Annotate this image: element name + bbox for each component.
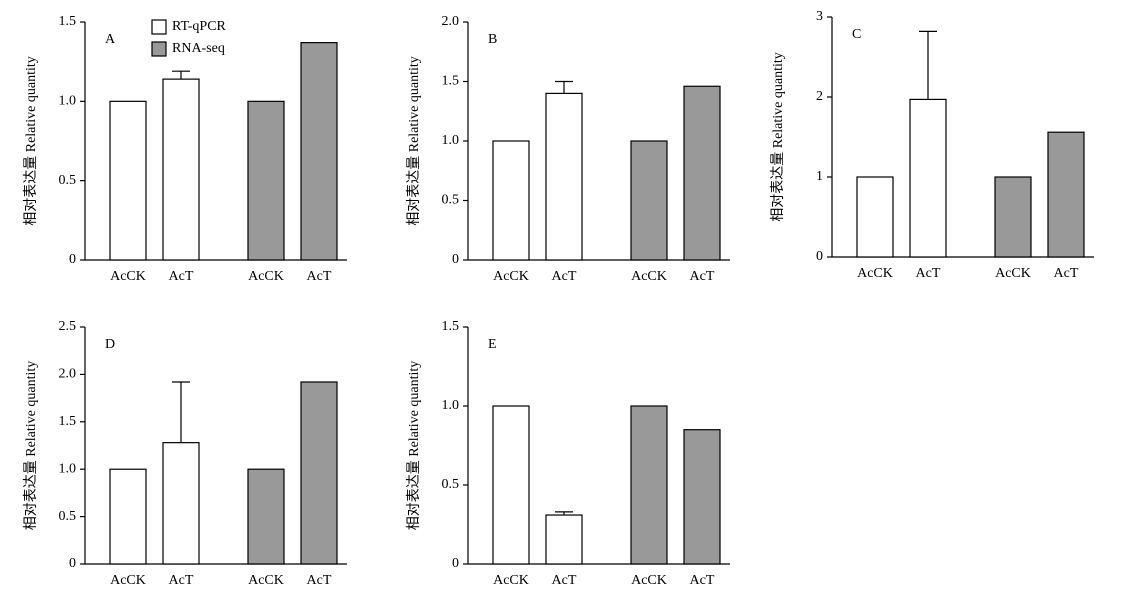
y-tick-label: 2	[816, 89, 823, 104]
x-tick-label: AcCK	[248, 269, 284, 284]
y-tick-label: 1.5	[442, 319, 460, 334]
x-tick-label: AcCK	[631, 269, 667, 284]
bar	[109, 468, 147, 565]
y-axis-label: 相对表达量 Relative quantity	[406, 361, 422, 531]
y-tick-label: 1.0	[442, 398, 460, 413]
x-tick-label: AcCK	[493, 573, 529, 588]
x-tick-label: AcT	[169, 573, 194, 588]
y-tick-label: 1.5	[59, 14, 77, 29]
x-tick-label: AcT	[1054, 266, 1079, 281]
y-tick-label: 3	[816, 9, 823, 24]
legend-swatch	[151, 41, 167, 57]
bar	[300, 381, 338, 565]
panel-label: D	[105, 337, 115, 352]
x-tick-label: AcT	[169, 269, 194, 284]
bar	[856, 176, 894, 258]
y-tick-label: 0.5	[442, 477, 460, 492]
panel-label: C	[852, 27, 861, 42]
x-tick-label: AcT	[690, 269, 715, 284]
bar	[492, 405, 530, 565]
x-tick-label: AcT	[916, 266, 941, 281]
bar	[300, 42, 338, 261]
legend-label: RNA-seq	[172, 41, 225, 56]
bar	[545, 92, 583, 261]
bar	[683, 85, 721, 261]
x-tick-label: AcCK	[110, 269, 146, 284]
y-tick-label: 1.5	[442, 74, 460, 89]
bar	[909, 98, 947, 258]
y-tick-label: 0	[452, 252, 459, 267]
y-tick-label: 1.0	[59, 94, 77, 109]
y-tick-label: 2.0	[59, 367, 77, 382]
bar	[683, 429, 721, 565]
x-tick-label: AcCK	[493, 269, 529, 284]
y-axis-label: 相对表达量 Relative quantity	[23, 56, 39, 226]
bar	[1047, 131, 1085, 258]
x-tick-label: AcT	[690, 573, 715, 588]
y-tick-label: 1.0	[59, 461, 77, 476]
bar	[247, 100, 285, 261]
y-tick-label: 0	[69, 252, 76, 267]
y-tick-label: 0	[452, 556, 459, 571]
bar	[162, 78, 200, 261]
x-tick-label: AcCK	[995, 266, 1031, 281]
y-axis-label: 相对表达量 Relative quantity	[406, 56, 422, 226]
x-tick-label: AcCK	[631, 573, 667, 588]
x-tick-label: AcT	[307, 573, 332, 588]
y-tick-label: 2.5	[59, 319, 77, 334]
legend-swatch	[151, 19, 167, 35]
legend-label: RT-qPCR	[172, 19, 227, 34]
x-tick-label: AcCK	[857, 266, 893, 281]
y-axis-label: 相对表达量 Relative quantity	[23, 361, 39, 531]
bar	[162, 442, 200, 565]
bar	[630, 405, 668, 565]
x-tick-label: AcCK	[110, 573, 146, 588]
x-tick-label: AcT	[552, 269, 577, 284]
y-tick-label: 0.5	[442, 193, 460, 208]
y-tick-label: 0.5	[59, 509, 77, 524]
y-tick-label: 0	[69, 556, 76, 571]
bar	[545, 514, 583, 565]
y-tick-label: 2.0	[442, 14, 460, 29]
y-tick-label: 0	[816, 249, 823, 264]
bar	[247, 468, 285, 565]
y-tick-label: 0.5	[59, 173, 77, 188]
panel-label: A	[105, 32, 116, 47]
y-tick-label: 1.5	[59, 414, 77, 429]
panel-label: E	[488, 337, 497, 352]
bar	[492, 140, 530, 261]
x-tick-label: AcT	[552, 573, 577, 588]
x-tick-label: AcCK	[248, 573, 284, 588]
x-tick-label: AcT	[307, 269, 332, 284]
panel-label: B	[488, 32, 497, 47]
bar	[109, 100, 147, 261]
y-tick-label: 1	[816, 169, 823, 184]
bar	[630, 140, 668, 261]
bar	[994, 176, 1032, 258]
y-axis-label: 相对表达量 Relative quantity	[770, 52, 786, 222]
y-tick-label: 1.0	[442, 133, 460, 148]
